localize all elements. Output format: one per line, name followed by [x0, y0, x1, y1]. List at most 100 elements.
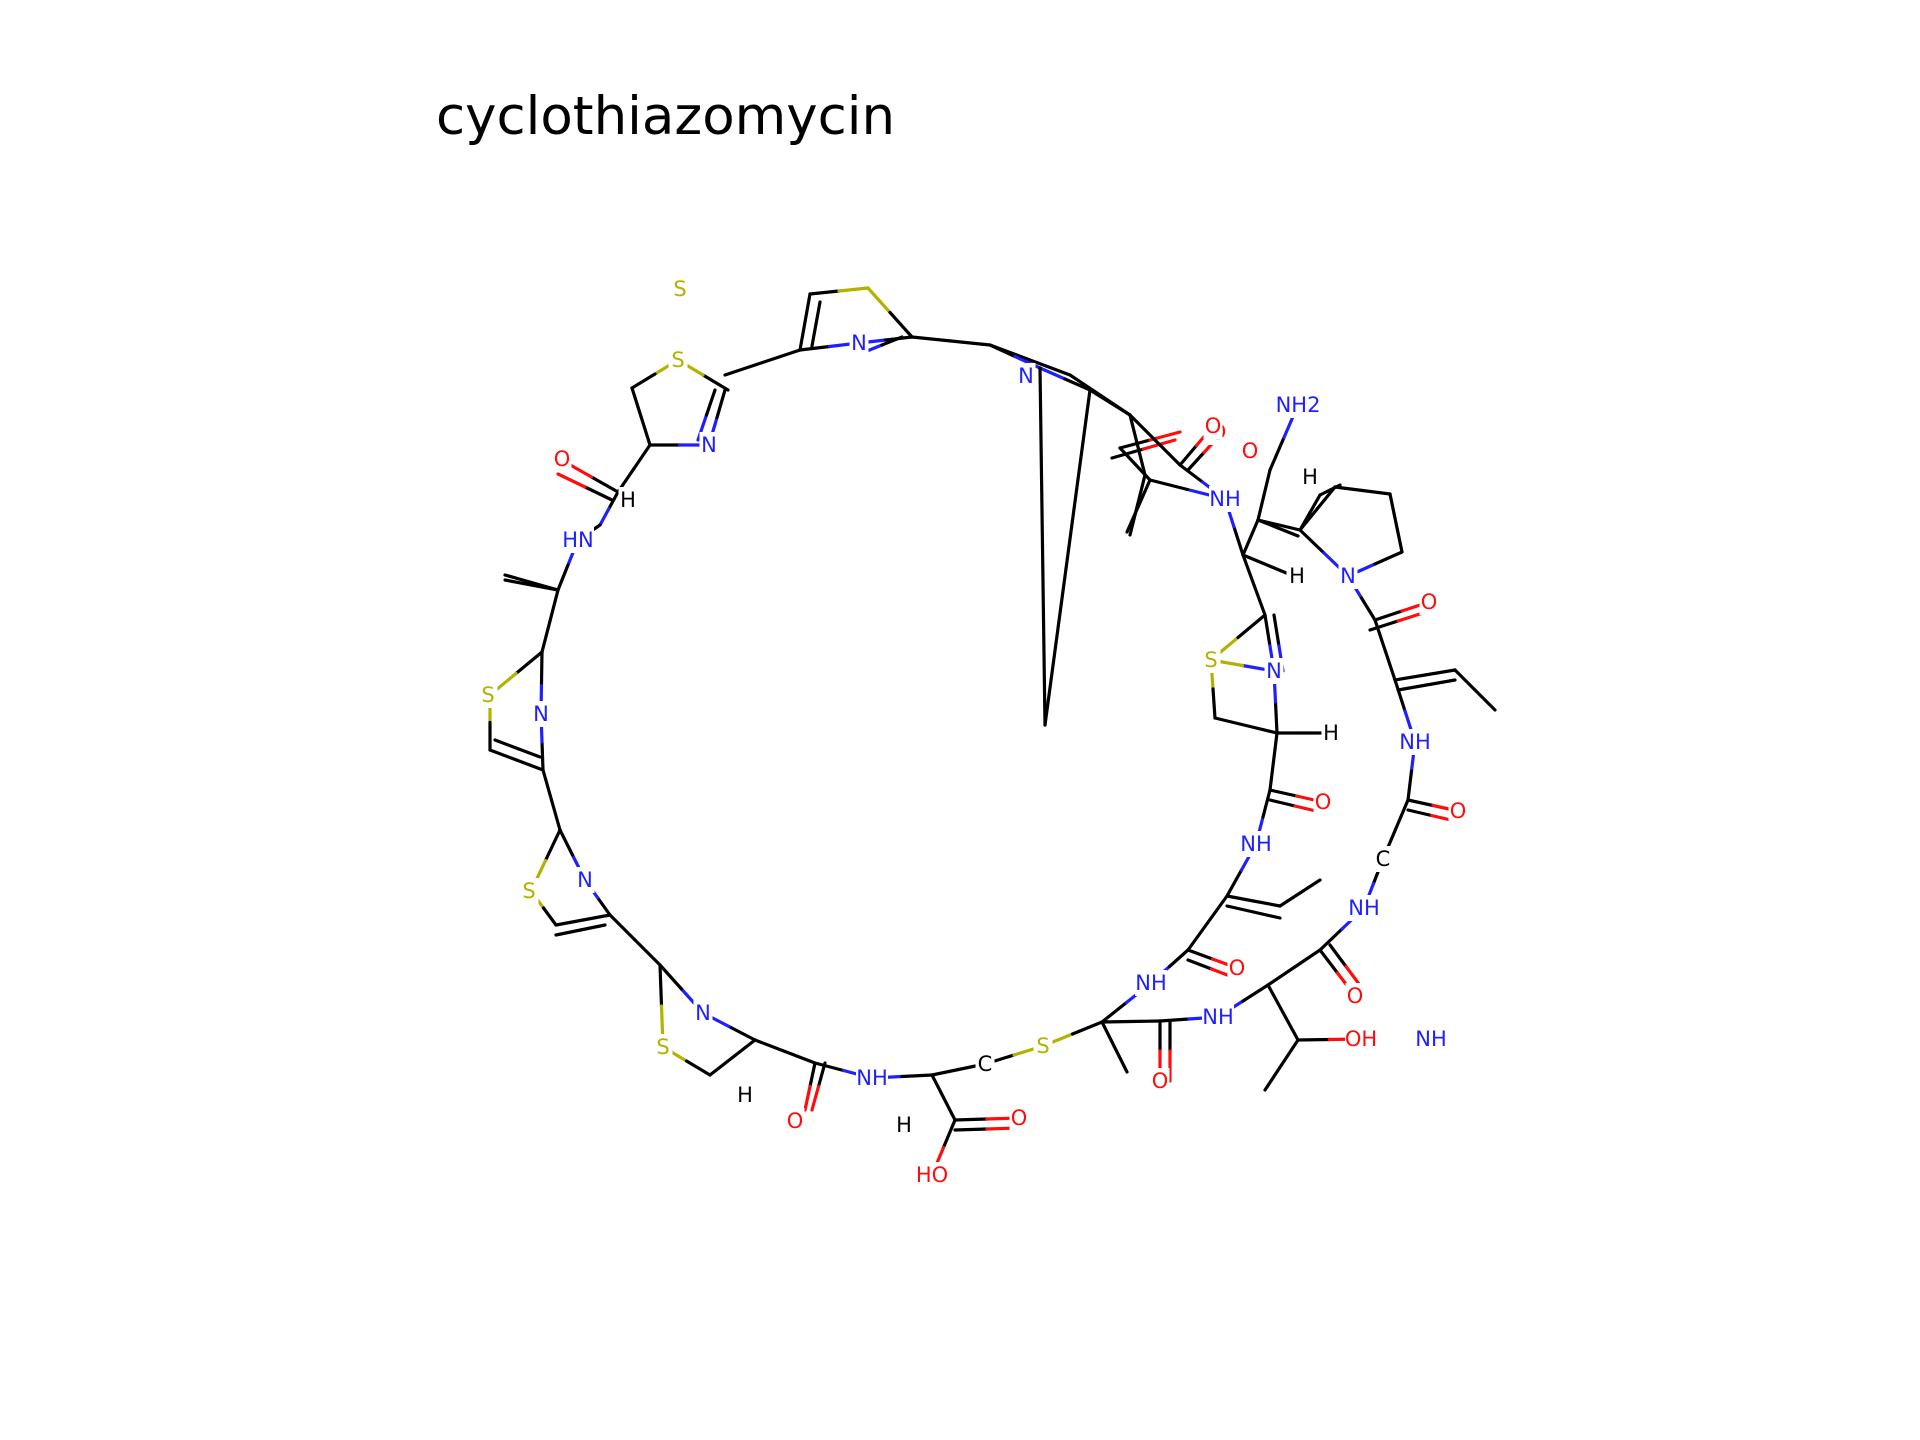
bond-segment	[930, 1067, 961, 1077]
bond-segment	[1298, 878, 1322, 895]
atom-label-n: N	[577, 868, 593, 892]
bond-segment	[880, 335, 904, 347]
bond-segment	[1359, 596, 1377, 622]
bond-segment	[1038, 366, 1045, 549]
bond-segment	[630, 372, 657, 390]
bond-segment	[1271, 731, 1279, 764]
atom-label-background	[1345, 983, 1365, 1009]
bond-segment	[488, 748, 519, 762]
atom-label-background	[1033, 1033, 1053, 1059]
bond-segment	[556, 563, 570, 592]
atom-label-c: C	[978, 1052, 993, 1076]
bond-segment	[1278, 891, 1302, 908]
atom-label-background	[1348, 895, 1380, 921]
bond-segment	[1252, 583, 1267, 617]
bond-segment	[1225, 868, 1244, 898]
atom-label-background	[562, 527, 594, 553]
atom-label-o: OH	[1345, 1027, 1377, 1051]
atom-label-s: S	[1204, 648, 1217, 672]
bond-segment	[1394, 521, 1404, 554]
bond-segment	[540, 740, 545, 772]
atom-label-background	[693, 1000, 713, 1026]
bond-segment	[1043, 555, 1070, 727]
bond-segment	[1333, 485, 1365, 493]
bond-segment	[866, 286, 892, 315]
atom-label-background	[1009, 1105, 1029, 1131]
bond-segment	[760, 348, 802, 365]
atom-label-background	[1415, 1026, 1447, 1052]
bond-segment	[1241, 983, 1270, 1003]
bond-segment	[578, 923, 607, 932]
bond-segment	[1186, 921, 1210, 952]
bond-segment	[554, 928, 583, 937]
atom-label-o: O	[1011, 1106, 1028, 1130]
atom-label-o: O	[787, 1109, 804, 1133]
atom-label-n: NH	[1415, 1027, 1447, 1051]
bond-segment	[543, 828, 562, 863]
bond-segment	[598, 506, 611, 527]
bond-segment	[708, 1055, 735, 1077]
bond-segment	[1133, 462, 1152, 482]
bond-segment	[1393, 673, 1427, 682]
atom-label-background	[785, 1108, 805, 1134]
bond-segment	[549, 798, 562, 832]
atom-label-h: H	[1289, 564, 1305, 588]
bond-segment	[910, 335, 953, 343]
bond-segment	[1308, 493, 1322, 515]
bond-segment	[1263, 613, 1272, 645]
bond-segment	[727, 1024, 757, 1042]
bond-segment	[1315, 485, 1337, 511]
bond-segment	[1088, 388, 1112, 405]
bond-segment	[696, 413, 709, 442]
atom-label-c: C	[1376, 847, 1391, 871]
bond-segment	[1112, 1045, 1129, 1074]
bond-segment	[941, 1095, 957, 1122]
atom-label-n: NH	[856, 1066, 888, 1090]
bond-segment	[493, 738, 520, 751]
atom-label-background	[1202, 1004, 1234, 1030]
atom-label-background	[1016, 363, 1036, 389]
molecule-title: cyclothiazomycin	[436, 86, 896, 147]
bond-segment	[803, 1084, 812, 1112]
atom-label-background	[1399, 729, 1431, 755]
bond-segment	[1256, 493, 1266, 522]
atom-label-background	[1321, 720, 1341, 746]
atom-label-s: S	[522, 879, 535, 903]
bond-segment	[1268, 788, 1299, 798]
atom-label-o: O	[1242, 439, 1259, 463]
atom-label-background	[552, 446, 572, 472]
bond-segment	[1393, 798, 1410, 832]
bond-segment	[514, 758, 545, 772]
atom-label-s: S	[1036, 1034, 1049, 1058]
atom-label-n: N	[701, 433, 717, 457]
bond-segment	[798, 320, 807, 352]
bond-segment	[639, 414, 652, 447]
bond-segment	[953, 1127, 989, 1132]
bond-segment	[1241, 553, 1272, 568]
bond-segment	[1028, 358, 1072, 377]
bond-segment	[608, 913, 637, 942]
bond-segment	[1040, 544, 1047, 727]
bond-segment	[1225, 904, 1256, 914]
atom-label-n: N	[1266, 659, 1282, 683]
bond-segment	[541, 906, 558, 927]
bond-segment	[1128, 503, 1140, 537]
bond-segment	[1070, 1020, 1104, 1036]
bond-segment	[1383, 648, 1397, 682]
bond-segment	[1063, 377, 1092, 392]
bond-segment	[1273, 700, 1279, 735]
bond-segment	[1251, 910, 1282, 920]
atom-label-n: NH2	[1276, 393, 1321, 417]
bond-segment	[814, 300, 822, 326]
bond-segment	[1292, 948, 1322, 970]
atom-label-background	[519, 878, 539, 904]
bond-segment	[1268, 798, 1297, 808]
bond-segment	[723, 360, 765, 377]
bond-segment	[1135, 443, 1147, 477]
atom-label-background	[653, 1034, 673, 1060]
bond-segment	[633, 938, 662, 967]
bond-segment	[1100, 1019, 1133, 1024]
bond-segment	[1263, 1063, 1284, 1092]
bond-segment	[1232, 525, 1245, 557]
bond-segment	[556, 472, 587, 489]
